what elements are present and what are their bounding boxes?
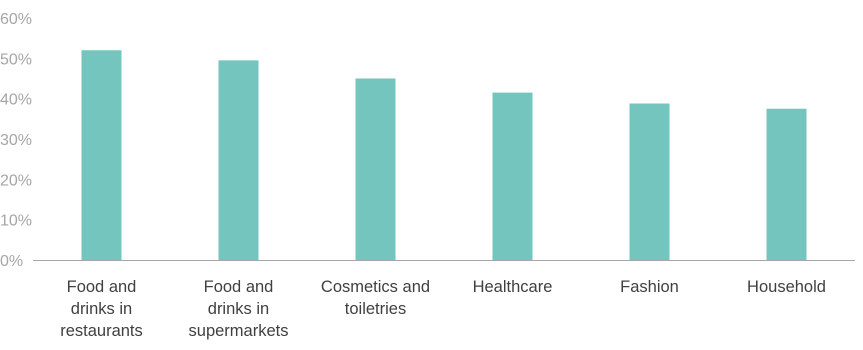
bar: [81, 50, 122, 261]
bar: [766, 108, 807, 260]
x-category-label: Cosmetics and toiletries: [321, 278, 430, 318]
bar: [355, 78, 396, 260]
bar: [218, 60, 259, 260]
x-category-label-line: Food and: [67, 278, 137, 296]
x-category-label: Healthcare: [473, 278, 553, 296]
x-category-label-line: Food and: [204, 278, 274, 296]
y-tick-label: 30%: [0, 132, 32, 149]
y-tick-label: 10%: [0, 213, 32, 230]
x-category-label-line: drinks in: [71, 300, 132, 318]
x-category-label-line: Healthcare: [473, 278, 553, 296]
x-category-label: Food and drinks in supermarkets: [189, 278, 289, 340]
y-axis-ticks: 0% 10% 20% 30% 40% 50% 60%: [0, 11, 32, 270]
y-tick-label: 40%: [0, 92, 32, 109]
x-axis-labels: Food and drinks in restaurants Food and drin…: [60, 278, 826, 340]
bars: [81, 50, 807, 261]
x-category-label: Food and drinks in restaurants: [60, 278, 143, 340]
x-category-label-line: toiletries: [345, 300, 406, 318]
y-tick-label: 20%: [0, 172, 32, 189]
x-category-label: Household: [747, 278, 826, 296]
x-category-label-line: supermarkets: [189, 322, 289, 340]
y-tick-label: 60%: [0, 11, 32, 28]
x-category-label-line: drinks in: [208, 300, 269, 318]
x-category-label-line: Household: [747, 278, 826, 296]
y-tick-label: 50%: [0, 51, 32, 68]
bar: [492, 92, 533, 260]
y-tick-label: 0%: [0, 253, 23, 270]
x-category-label-line: restaurants: [60, 322, 143, 340]
bar: [629, 103, 670, 260]
x-category-label-line: Cosmetics and: [321, 278, 430, 296]
x-category-label-line: Fashion: [620, 278, 679, 296]
x-category-label: Fashion: [620, 278, 679, 296]
